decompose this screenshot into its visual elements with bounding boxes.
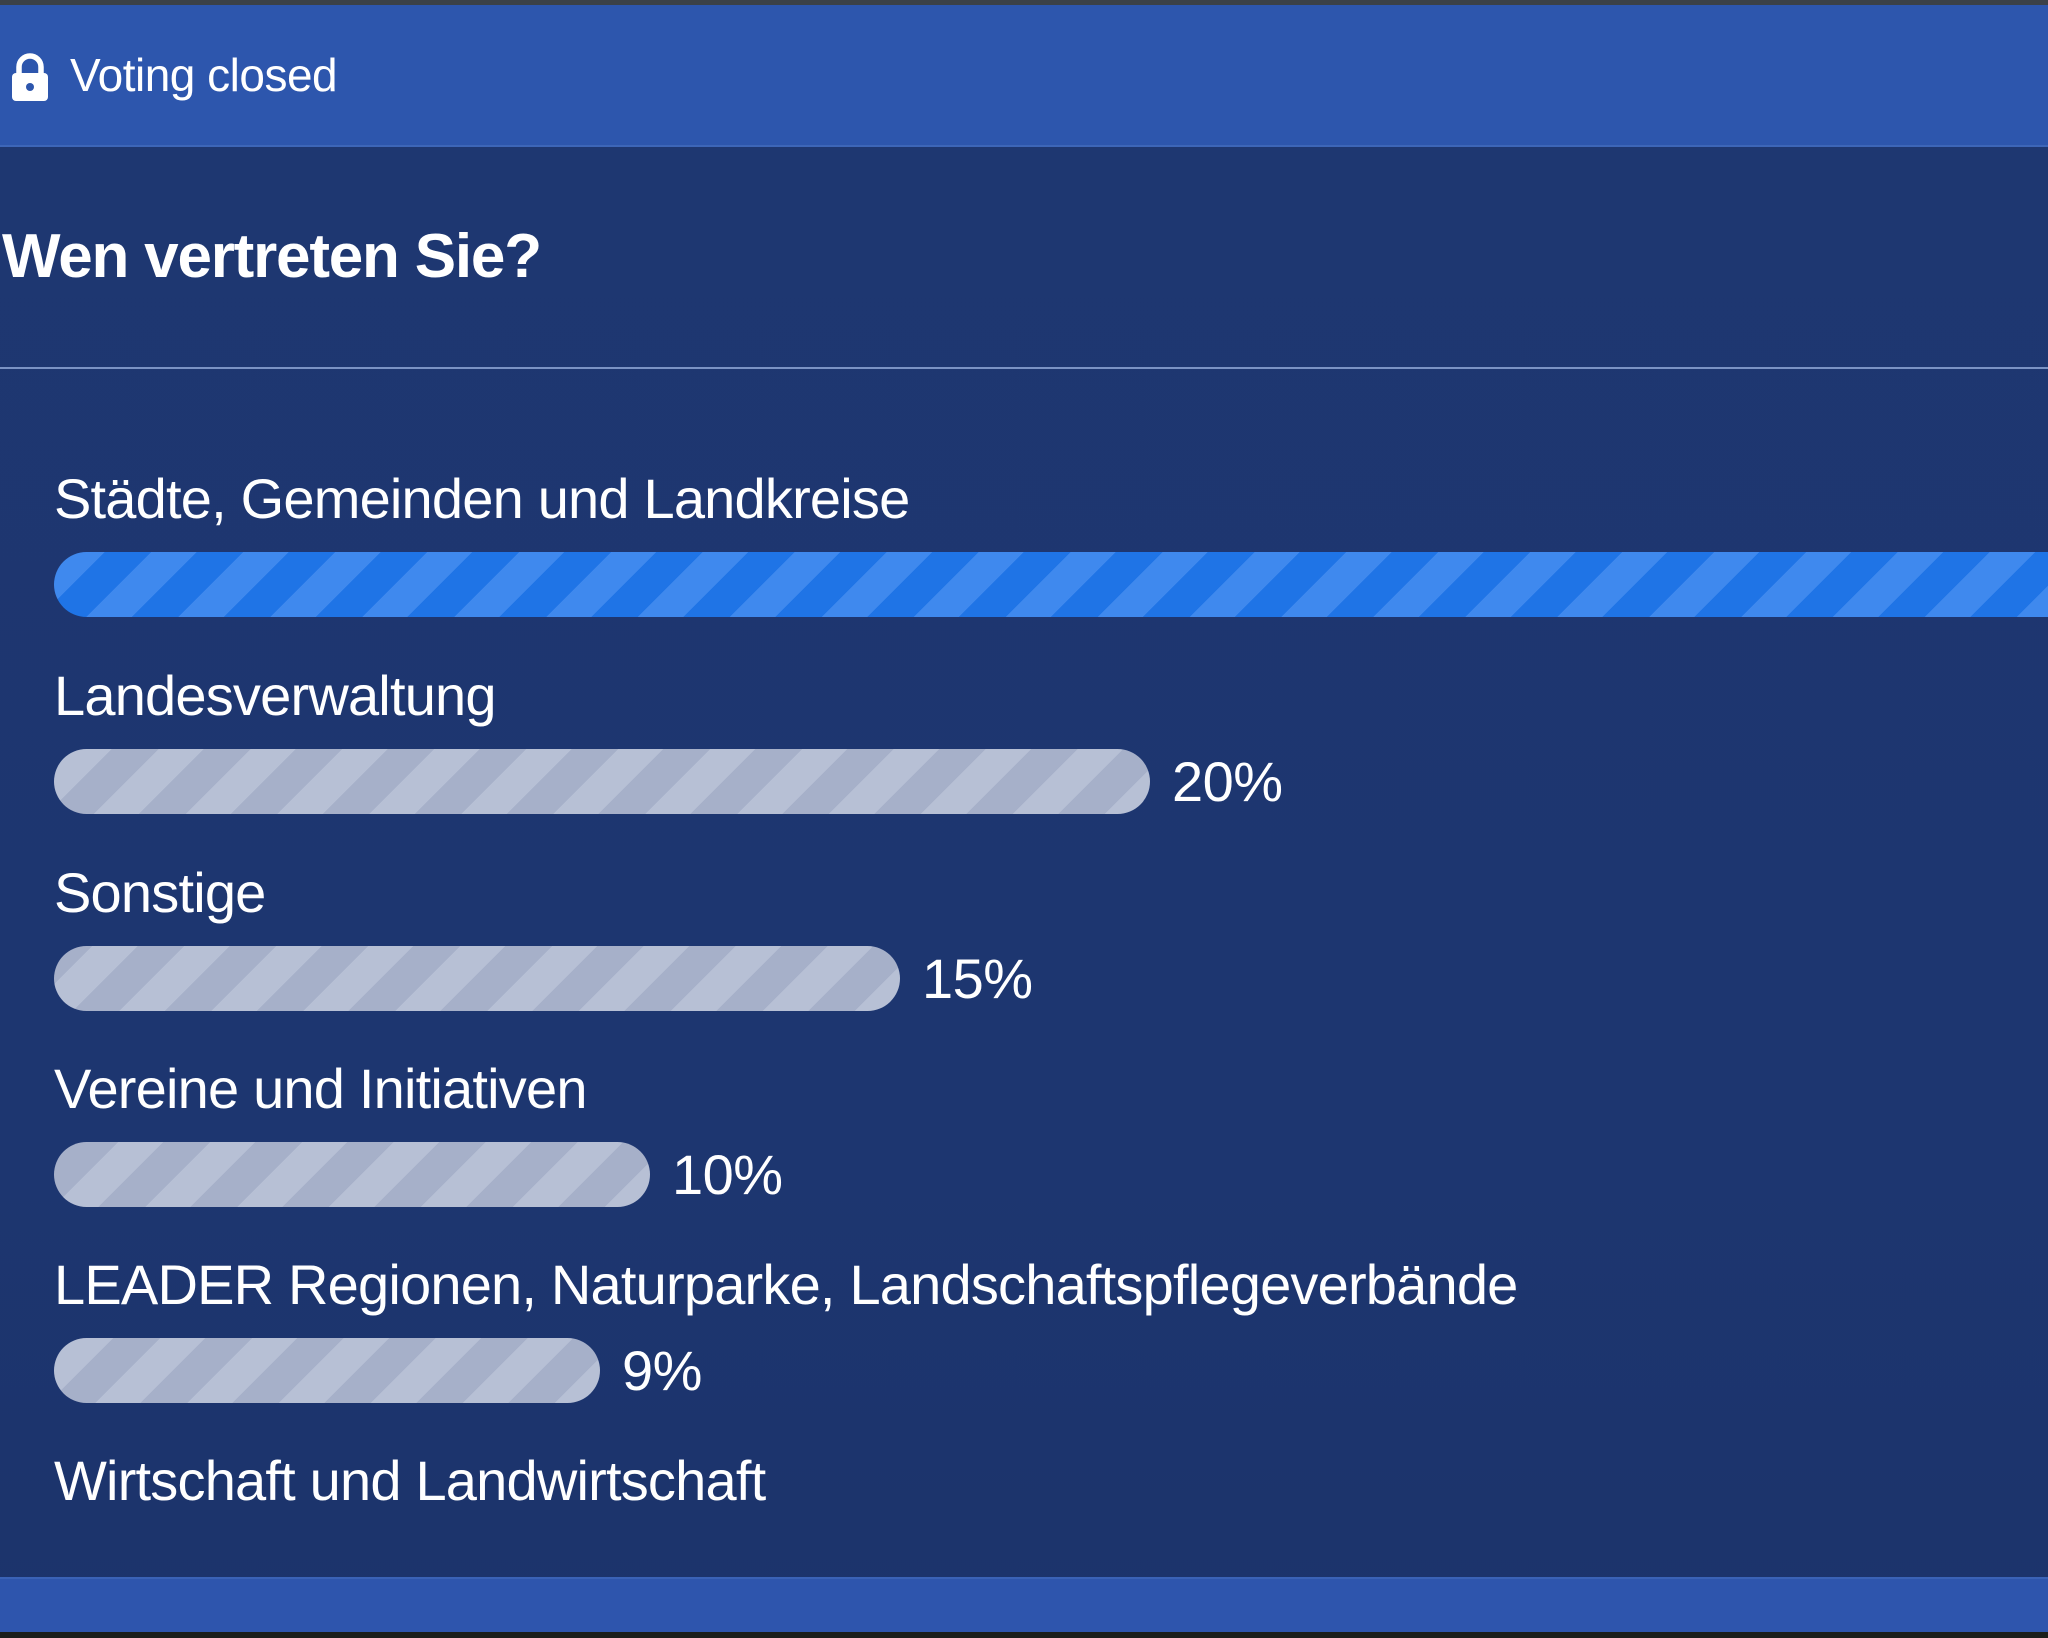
poll-option-wirtschaft: Wirtschaft und Landwirtschaft (54, 1450, 2048, 1570)
poll-status-header: Voting closed (0, 5, 2048, 147)
option-percentage: 15% (922, 947, 1033, 1010)
option-label: LEADER Regionen, Naturparke, Landschafts… (54, 1253, 1518, 1316)
poll-option-staedte: Städte, Gemeinden und Landkreise (54, 468, 2048, 658)
option-label: Vereine und Initiativen (54, 1057, 587, 1120)
option-label: Wirtschaft und Landwirtschaft (54, 1449, 766, 1512)
window-bottom-border (0, 1632, 2048, 1638)
voting-status-text: Voting closed (70, 49, 338, 101)
poll-footer-bar (0, 1577, 2048, 1632)
poll-option-sonstige: Sonstige 15% (54, 862, 2048, 1052)
poll-option-landesverwaltung: Landesverwaltung 20% (54, 665, 2048, 855)
option-result-bar (54, 946, 900, 1011)
option-label: Sonstige (54, 861, 266, 924)
option-percentage: 20% (1172, 750, 1283, 813)
option-result-bar (54, 1338, 600, 1403)
poll-question-title: Wen vertreten Sie? (2, 222, 542, 291)
window-top-border (0, 0, 2048, 5)
poll-option-vereine: Vereine und Initiativen 10% (54, 1058, 2048, 1248)
option-result-bar (54, 1142, 650, 1207)
title-divider (0, 367, 2048, 369)
option-label: Städte, Gemeinden und Landkreise (54, 467, 910, 530)
lock-icon (12, 53, 48, 101)
option-label: Landesverwaltung (54, 664, 497, 727)
option-percentage: 9% (622, 1339, 702, 1402)
option-percentage: 10% (672, 1143, 783, 1206)
option-result-bar-leading (54, 552, 2048, 617)
option-result-bar (54, 749, 1150, 814)
poll-option-leader: LEADER Regionen, Naturparke, Landschafts… (54, 1254, 2048, 1444)
